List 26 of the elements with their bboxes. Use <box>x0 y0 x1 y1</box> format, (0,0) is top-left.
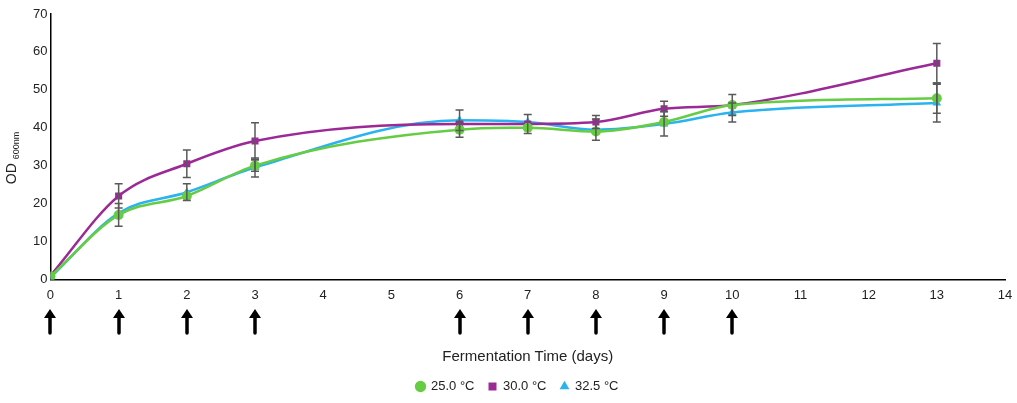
x-tick-label: 1 <box>115 286 123 302</box>
x-tick-label: 3 <box>251 286 259 302</box>
legend-label: 30.0 °C <box>503 378 547 394</box>
y-tick-label: 70 <box>32 5 48 21</box>
x-tick-label: 4 <box>319 286 327 302</box>
x-tick-label: 7 <box>524 286 532 302</box>
x-tick-label: 8 <box>592 286 600 302</box>
x-tick-label: 2 <box>183 286 191 302</box>
x-axis-title: Fermentation Time (days) <box>442 347 614 365</box>
y-tick-label: 20 <box>32 195 48 211</box>
legend-label: 25.0 °C <box>431 378 475 394</box>
y-tick-label: 40 <box>32 119 48 135</box>
x-tick-label: 11 <box>793 286 808 302</box>
x-tick-label: 10 <box>725 286 740 302</box>
x-tick-label: 9 <box>660 286 668 302</box>
x-tick-label: 13 <box>929 286 945 302</box>
x-tick-label: 12 <box>861 286 876 302</box>
x-tick-label: 6 <box>455 286 464 302</box>
y-tick-label: 60 <box>32 43 48 59</box>
y-tick-label: 50 <box>32 81 48 97</box>
x-tick-label: 14 <box>997 286 1013 302</box>
x-tick-label: 5 <box>387 286 395 302</box>
y-tick-label: 0 <box>40 270 48 286</box>
legend-label: 32.5 °C <box>575 378 619 394</box>
y-tick-label: 10 <box>32 233 48 249</box>
y-tick-label: 30 <box>32 157 48 173</box>
